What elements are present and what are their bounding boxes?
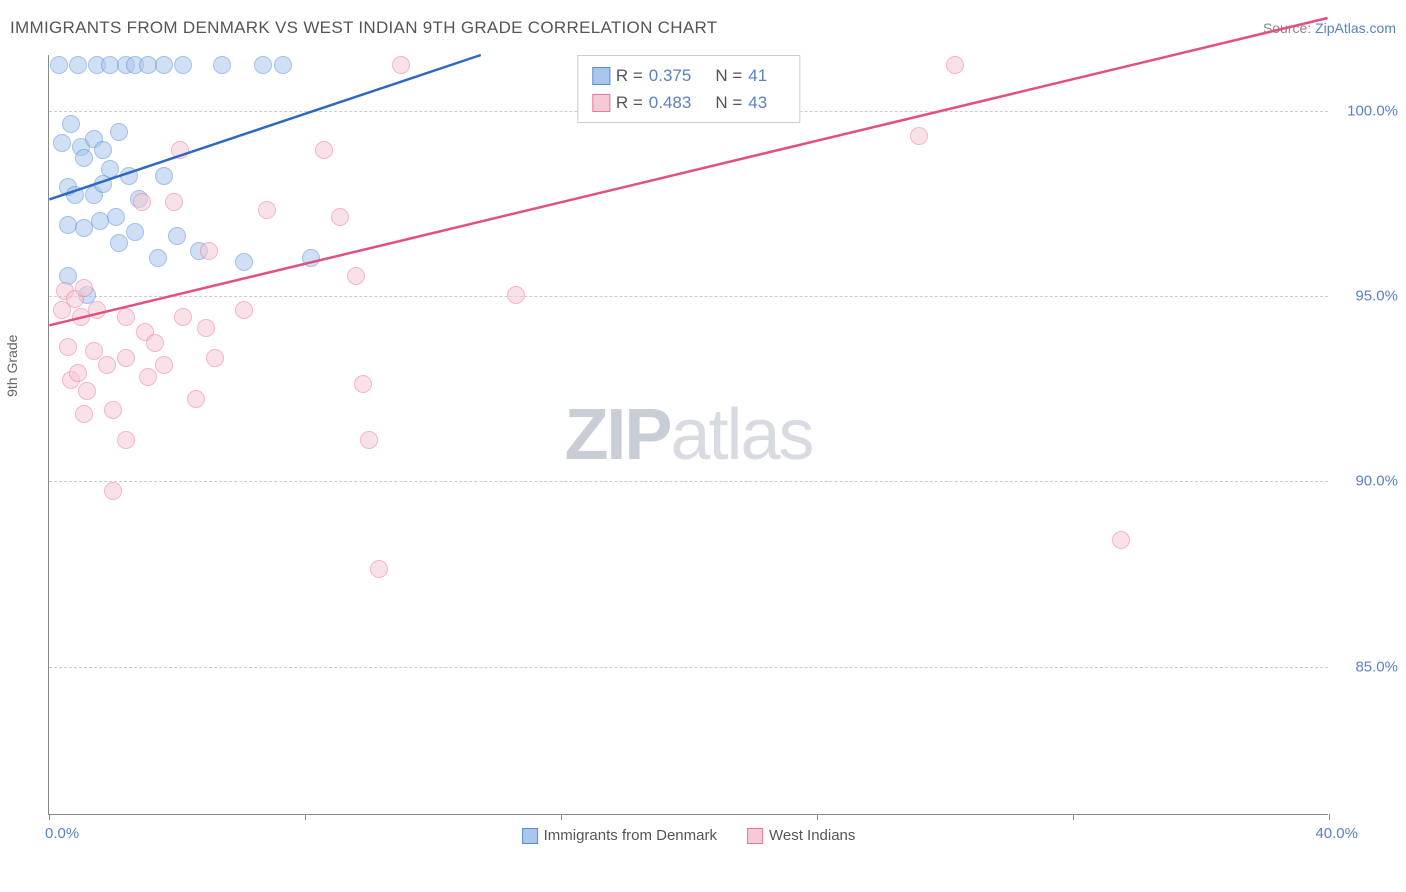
legend-swatch-westindian [592,94,610,112]
legend-swatch-denmark [592,67,610,85]
trend-lines [49,55,1328,814]
y-tick-label: 95.0% [1338,287,1398,304]
legend-row-westindian: R = 0.483 N = 43 [592,89,785,116]
n-value-westindian: 43 [748,89,767,116]
trend-line [49,55,480,199]
r-label: R = [616,62,643,89]
chart-title: IMMIGRANTS FROM DENMARK VS WEST INDIAN 9… [10,18,717,38]
x-axis-max-label: 40.0% [1315,825,1358,842]
y-tick-label: 100.0% [1338,102,1398,119]
source-link[interactable]: ZipAtlas.com [1315,20,1396,36]
legend-label-denmark: Immigrants from Denmark [544,827,717,844]
y-axis-label: 9th Grade [4,335,20,397]
legend-row-denmark: R = 0.375 N = 41 [592,62,785,89]
x-tick-mark [1073,814,1074,820]
x-tick-mark [817,814,818,820]
x-tick-mark [561,814,562,820]
legend-swatch-icon [522,828,538,844]
legend-swatch-icon [747,828,763,844]
n-label: N = [715,89,742,116]
series-legend: Immigrants from Denmark West Indians [522,827,856,844]
y-tick-label: 90.0% [1338,473,1398,490]
statistics-legend: R = 0.375 N = 41 R = 0.483 N = 43 [577,55,800,123]
x-tick-mark [1329,814,1330,820]
n-value-denmark: 41 [748,62,767,89]
r-value-westindian: 0.483 [649,89,692,116]
r-label: R = [616,89,643,116]
x-axis-min-label: 0.0% [45,825,79,842]
legend-label-westindian: West Indians [769,827,855,844]
x-tick-mark [49,814,50,820]
legend-item-denmark: Immigrants from Denmark [522,827,717,844]
y-tick-label: 85.0% [1338,658,1398,675]
n-label: N = [715,62,742,89]
r-value-denmark: 0.375 [649,62,692,89]
x-tick-mark [305,814,306,820]
legend-item-westindian: West Indians [747,827,855,844]
scatter-chart: ZIPatlas R = 0.375 N = 41 R = 0.483 N = … [48,55,1328,815]
